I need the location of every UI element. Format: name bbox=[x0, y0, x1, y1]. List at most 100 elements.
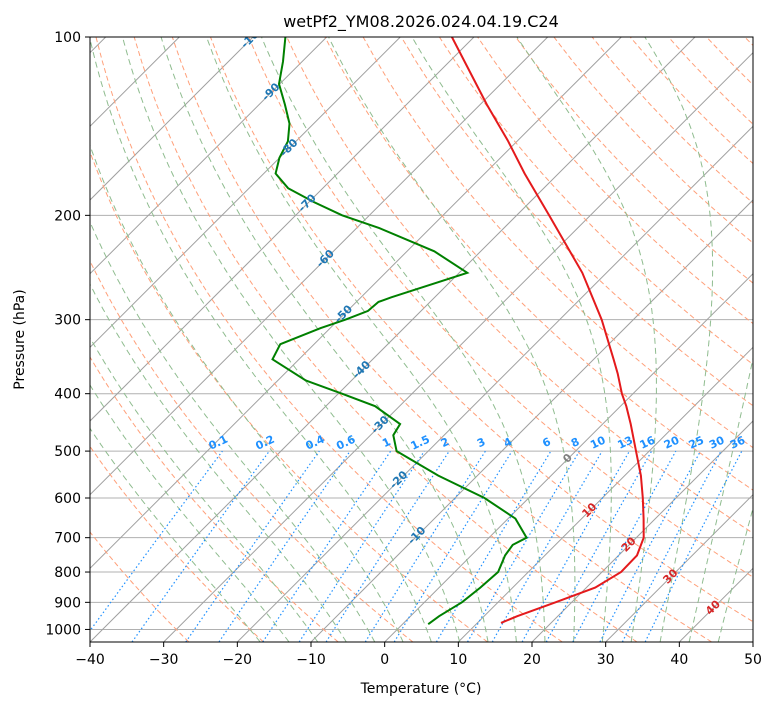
mixing-ratio-line bbox=[393, 450, 513, 642]
mixing-ratio-label: 0.1 bbox=[207, 433, 230, 453]
x-tick-label: 0 bbox=[380, 652, 389, 668]
mixing-ratio-label: 20 bbox=[662, 433, 682, 451]
dry-adiabat-line bbox=[171, 37, 712, 642]
dry-adiabat-line bbox=[515, 37, 753, 284]
x-tick-label: 10 bbox=[449, 652, 467, 668]
mixing-ratio-label: 25 bbox=[687, 434, 706, 452]
dry-adiabat-line bbox=[400, 37, 753, 407]
dry-adiabat-line bbox=[133, 37, 638, 642]
isotherm-line bbox=[90, 37, 254, 201]
y-tick-label: 900 bbox=[54, 595, 81, 611]
x-tick-label: 50 bbox=[744, 652, 762, 668]
mixing-ratio-line bbox=[90, 450, 223, 632]
moist-adiabat-line bbox=[90, 37, 432, 642]
mixing-ratio-line bbox=[435, 450, 552, 642]
dry-adiabat-line bbox=[95, 37, 563, 642]
isotherm-line bbox=[90, 37, 696, 642]
y-tick-label: 100 bbox=[54, 30, 81, 46]
y-tick-label: 700 bbox=[54, 531, 81, 547]
mixing-ratio-label: 2 bbox=[439, 435, 451, 450]
mixing-ratio-line bbox=[545, 450, 653, 642]
mixing-ratio-line bbox=[185, 450, 320, 642]
mixing-ratio-label: 8 bbox=[569, 435, 581, 450]
y-tick-label: 800 bbox=[54, 565, 81, 581]
dry-adiabat-line bbox=[90, 259, 414, 642]
isotherm-line bbox=[90, 37, 475, 422]
x-tick-label: 40 bbox=[670, 652, 688, 668]
x-tick-label: −10 bbox=[296, 652, 326, 668]
mixing-ratio-line bbox=[298, 450, 425, 642]
mixing-ratio-line bbox=[621, 450, 722, 642]
x-tick-label: −20 bbox=[223, 652, 253, 668]
isotherm-line bbox=[605, 493, 753, 642]
dry-adiabat-line bbox=[706, 37, 753, 86]
mixing-ratio-label: 16 bbox=[638, 433, 658, 451]
moist-adiabat-line bbox=[688, 355, 753, 642]
mixing-ratio-label: 0.6 bbox=[334, 432, 357, 452]
isotherm-label: -60 bbox=[314, 247, 337, 270]
mixing-ratio-line bbox=[521, 450, 631, 642]
isotherm-line bbox=[678, 567, 753, 642]
plot-frame bbox=[89, 36, 754, 643]
mixing-ratio-line bbox=[218, 450, 351, 642]
mixing-ratio-label: 3 bbox=[475, 435, 487, 450]
moist-adiabat-line bbox=[516, 37, 657, 642]
dry-adiabat-line bbox=[210, 37, 753, 623]
isotherm-line bbox=[236, 125, 753, 642]
dry-adiabat-line bbox=[90, 445, 264, 642]
isotherm-line bbox=[90, 37, 328, 275]
y-tick-label: 600 bbox=[54, 491, 81, 507]
x-axis: −40 −30 −20 −10 0 10 20 30 40 50 bbox=[75, 642, 762, 668]
moist-adiabat-label: 0 bbox=[560, 451, 575, 466]
y-tick-label: 1000 bbox=[45, 622, 81, 638]
mixing-ratio-line bbox=[325, 450, 450, 642]
dry-adiabat-line bbox=[90, 150, 488, 642]
y-axis-label: Pressure (hPa) bbox=[12, 289, 28, 389]
mixing-ratio-line bbox=[599, 450, 702, 642]
dry-adiabat-line bbox=[668, 37, 753, 125]
x-axis-label: Temperature (°C) bbox=[360, 681, 482, 697]
plot-area bbox=[90, 37, 753, 642]
mixing-ratio-label: 1 bbox=[380, 435, 392, 450]
isotherm-line bbox=[752, 641, 753, 642]
x-tick-label: 20 bbox=[523, 652, 541, 668]
isotherm-line bbox=[457, 346, 753, 642]
mixing-ratio-line bbox=[131, 450, 270, 642]
isotherm-line bbox=[90, 37, 401, 349]
mixing-ratio-label: 36 bbox=[728, 433, 748, 451]
moist-adiabat-line bbox=[122, 37, 461, 642]
x-tick-label: 30 bbox=[597, 652, 615, 668]
y-tick-label: 300 bbox=[54, 313, 81, 329]
y-axis: 1000 900 800 700 600 500 400 300 200 100 bbox=[45, 30, 90, 638]
moist-adiabat-line bbox=[160, 37, 489, 642]
isotherm-line bbox=[531, 420, 753, 642]
mixing-ratio-label: 6 bbox=[540, 435, 553, 450]
dry-adiabat-line bbox=[324, 37, 753, 491]
dry-adiabat-line bbox=[248, 37, 753, 578]
moist-adiabat-line bbox=[261, 37, 546, 642]
isotherm-line bbox=[90, 37, 549, 496]
x-tick-label: −40 bbox=[75, 652, 105, 668]
x-tick-label: −30 bbox=[149, 652, 179, 668]
moist-adiabat-line bbox=[90, 427, 261, 642]
mixing-ratio-label: 10 bbox=[588, 433, 608, 451]
moist-adiabat-line bbox=[328, 37, 576, 642]
dry-adiabat-line bbox=[591, 37, 753, 204]
moist-adiabat-line bbox=[644, 37, 714, 642]
temperature-trace bbox=[451, 37, 645, 624]
isotherm-line bbox=[90, 37, 622, 570]
moist-adiabat-line bbox=[90, 283, 347, 642]
moist-adiabat-line bbox=[90, 384, 290, 642]
dry-adiabat-line bbox=[744, 37, 753, 47]
isotherm-line bbox=[163, 51, 753, 642]
chart-title: wetPf2_YM08.2026.024.04.19.C24 bbox=[283, 12, 559, 32]
dry-adiabat-line bbox=[90, 356, 339, 642]
mixing-ratio-label: 13 bbox=[616, 434, 635, 452]
y-tick-label: 200 bbox=[54, 208, 81, 224]
moist-adiabat-line bbox=[90, 220, 376, 642]
moist-adiabat-line bbox=[411, 37, 612, 642]
mixing-ratio-label: 1.5 bbox=[409, 433, 432, 453]
isotherm-line bbox=[384, 272, 753, 642]
moist-adiabat-line bbox=[717, 506, 753, 642]
